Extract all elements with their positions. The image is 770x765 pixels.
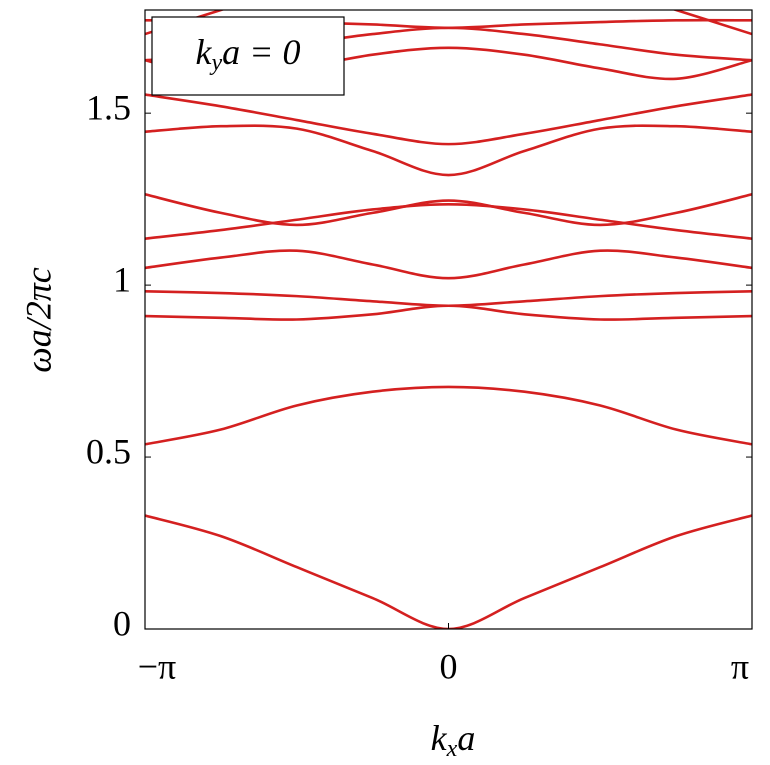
annotation-part: k <box>196 32 213 72</box>
x-label-part: a <box>457 718 475 758</box>
x-tick-label: π <box>731 646 749 686</box>
x-label-part: x <box>446 736 458 762</box>
x-axis-label: kxa <box>431 718 476 761</box>
band-line <box>145 514 752 629</box>
band-line <box>145 290 752 308</box>
annotation-box: kya = 0 <box>151 16 345 96</box>
band-line <box>145 249 752 280</box>
y-axis-label: ωa/2πc <box>18 267 58 372</box>
x-label-part: k <box>431 718 448 758</box>
annotation-frame <box>151 16 345 96</box>
annotation-part: a = 0 <box>222 32 300 72</box>
x-tick-label: 0 <box>440 646 458 686</box>
y-tick-label: 1.5 <box>86 87 131 127</box>
y-tick-label: 0 <box>113 603 131 643</box>
band-line <box>145 385 752 446</box>
band-line <box>145 193 752 227</box>
x-tick-label: −π <box>138 646 176 686</box>
band-line <box>145 124 752 177</box>
y-tick-label: 0.5 <box>86 431 131 471</box>
annotation-part: y <box>210 50 223 76</box>
band-line <box>145 93 752 146</box>
band-line <box>145 202 752 240</box>
y-tick-label: 1 <box>113 259 131 299</box>
annotation: kya = 0 <box>196 32 301 75</box>
band-line <box>145 304 752 321</box>
